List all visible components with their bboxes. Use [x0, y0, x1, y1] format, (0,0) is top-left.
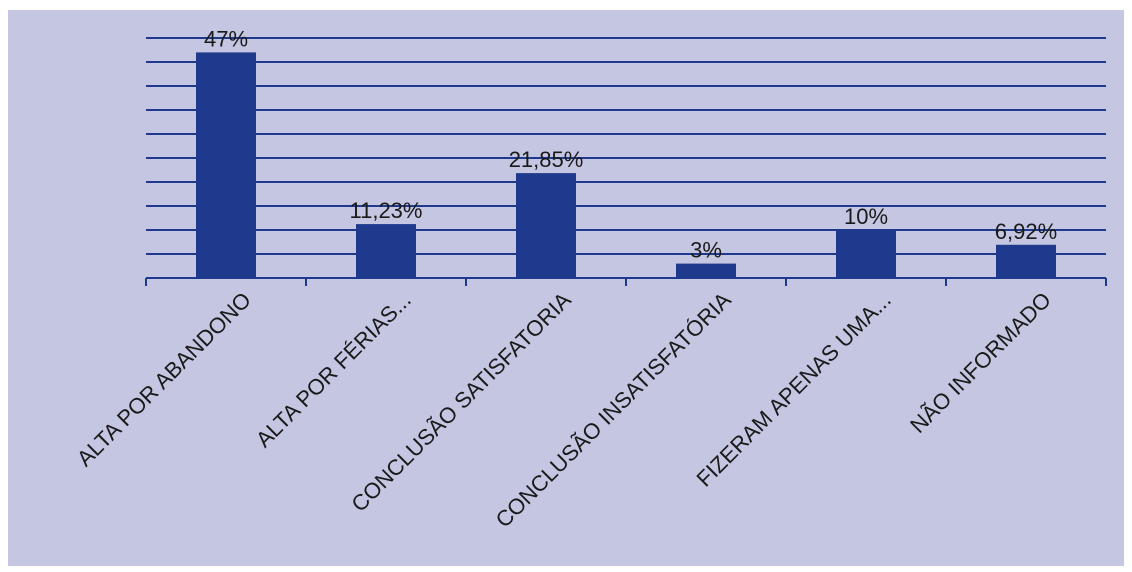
x-tick-label: ALTA POR FÉRIAS... — [251, 287, 416, 452]
bar — [996, 244, 1056, 278]
bar — [836, 230, 896, 278]
x-tick-label: NÃO INFORMADO — [905, 287, 1056, 438]
data-label: 21,85% — [509, 147, 584, 172]
x-tick-label: ALTA POR ABANDONO — [72, 287, 256, 471]
bar — [196, 52, 256, 279]
bar — [676, 263, 736, 278]
data-label: 6,92% — [995, 219, 1057, 244]
chart-panel — [8, 10, 1124, 566]
data-label: 47% — [204, 26, 248, 51]
data-label: 11,23% — [350, 198, 423, 223]
bar — [516, 173, 576, 278]
data-label: 3% — [690, 238, 722, 263]
data-label: 10% — [844, 204, 888, 229]
bar — [356, 224, 416, 278]
